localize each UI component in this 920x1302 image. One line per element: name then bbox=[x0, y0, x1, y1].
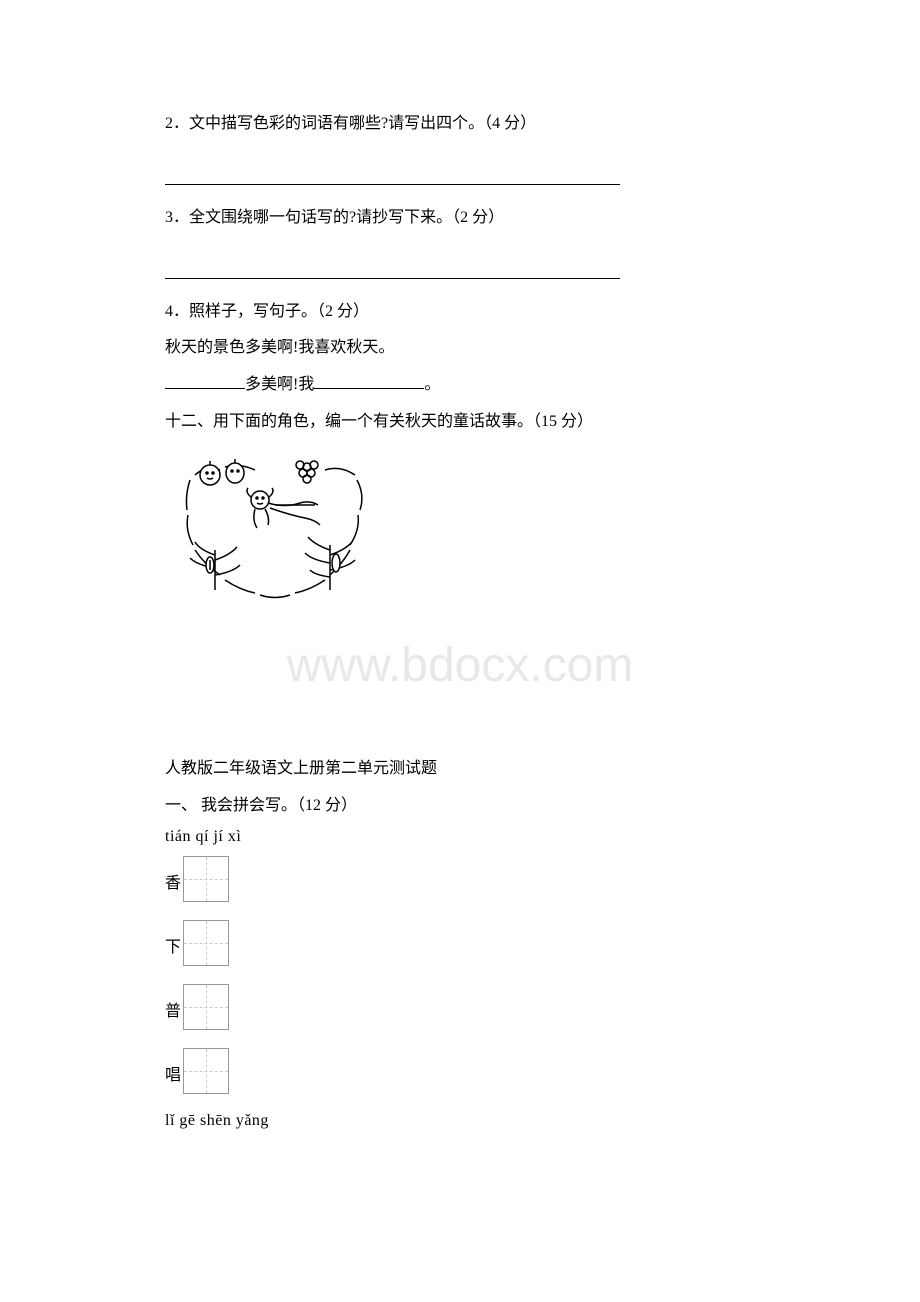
section-2-title: 人教版二年级语文上册第二单元测试题 bbox=[165, 755, 755, 784]
question-12: 十二、用下面的角色，编一个有关秋天的童话故事。（15 分） bbox=[165, 408, 755, 437]
answer-line-q3 bbox=[165, 259, 620, 279]
document-content: 2．文中描写色彩的词语有哪些?请写出四个。（4 分） 3．全文围绕哪一句话写的?… bbox=[165, 110, 755, 1130]
char-label-4: 唱 bbox=[165, 1068, 181, 1094]
char-row-1: 香 bbox=[165, 856, 755, 902]
question-2: 2．文中描写色彩的词语有哪些?请写出四个。（4 分） bbox=[165, 110, 755, 139]
char-label-2: 下 bbox=[165, 940, 181, 966]
pinyin-line-1: tián qí jí xì bbox=[165, 828, 755, 846]
part-1-title: 一、 我会拼会写。（12 分） bbox=[165, 792, 755, 821]
illustration-svg bbox=[165, 445, 385, 615]
writing-box-4 bbox=[183, 1048, 229, 1094]
char-label-1: 香 bbox=[165, 876, 181, 902]
char-row-2: 下 bbox=[165, 920, 755, 966]
fill-blank-2 bbox=[314, 373, 424, 389]
char-label-3: 普 bbox=[165, 1004, 181, 1030]
writing-box-3 bbox=[183, 984, 229, 1030]
question-4-fill: 多美啊!我 。 bbox=[165, 371, 755, 400]
char-row-4: 唱 bbox=[165, 1048, 755, 1094]
question-4-example: 秋天的景色多美啊!我喜欢秋天。 bbox=[165, 334, 755, 363]
pinyin-line-2: lǐ gē shēn yǎng bbox=[165, 1112, 755, 1130]
fill-text-mid: 多美啊!我 bbox=[245, 376, 314, 393]
answer-line-q2 bbox=[165, 165, 620, 185]
section-2: 人教版二年级语文上册第二单元测试题 一、 我会拼会写。（12 分） tián q… bbox=[165, 755, 755, 1131]
char-row-3: 普 bbox=[165, 984, 755, 1030]
question-3: 3．全文围绕哪一句话写的?请抄写下来。（2 分） bbox=[165, 204, 755, 233]
writing-box-1 bbox=[183, 856, 229, 902]
fill-blank-1 bbox=[165, 373, 245, 389]
autumn-illustration bbox=[165, 445, 385, 615]
writing-box-2 bbox=[183, 920, 229, 966]
question-4: 4．照样子，写句子。（2 分） bbox=[165, 298, 755, 327]
fill-text-end: 。 bbox=[424, 376, 440, 393]
